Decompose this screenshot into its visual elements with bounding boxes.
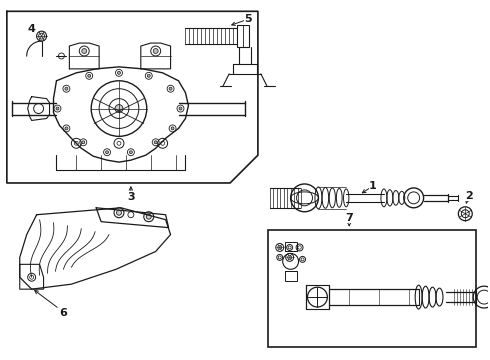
Text: 2: 2	[466, 191, 473, 201]
Text: 4: 4	[28, 24, 36, 34]
Circle shape	[171, 127, 174, 130]
Circle shape	[88, 74, 91, 77]
Circle shape	[65, 127, 68, 130]
Text: 1: 1	[369, 181, 377, 191]
Text: 3: 3	[127, 192, 135, 202]
Bar	[285, 242, 296, 251]
Bar	[237, 25, 249, 47]
Circle shape	[147, 214, 151, 219]
Circle shape	[153, 49, 158, 54]
Bar	[268, 230, 476, 347]
Circle shape	[154, 141, 157, 144]
Circle shape	[65, 87, 68, 90]
Bar	[285, 271, 296, 281]
Circle shape	[56, 107, 59, 110]
Circle shape	[117, 210, 122, 215]
Circle shape	[118, 71, 121, 74]
Text: 7: 7	[345, 213, 353, 223]
Text: 6: 6	[59, 308, 67, 318]
Circle shape	[115, 105, 123, 113]
Circle shape	[179, 107, 182, 110]
Circle shape	[169, 87, 172, 90]
Circle shape	[147, 74, 150, 77]
Circle shape	[82, 49, 87, 54]
Text: 5: 5	[244, 14, 252, 24]
Circle shape	[129, 151, 132, 154]
Circle shape	[105, 151, 109, 154]
Circle shape	[82, 141, 85, 144]
